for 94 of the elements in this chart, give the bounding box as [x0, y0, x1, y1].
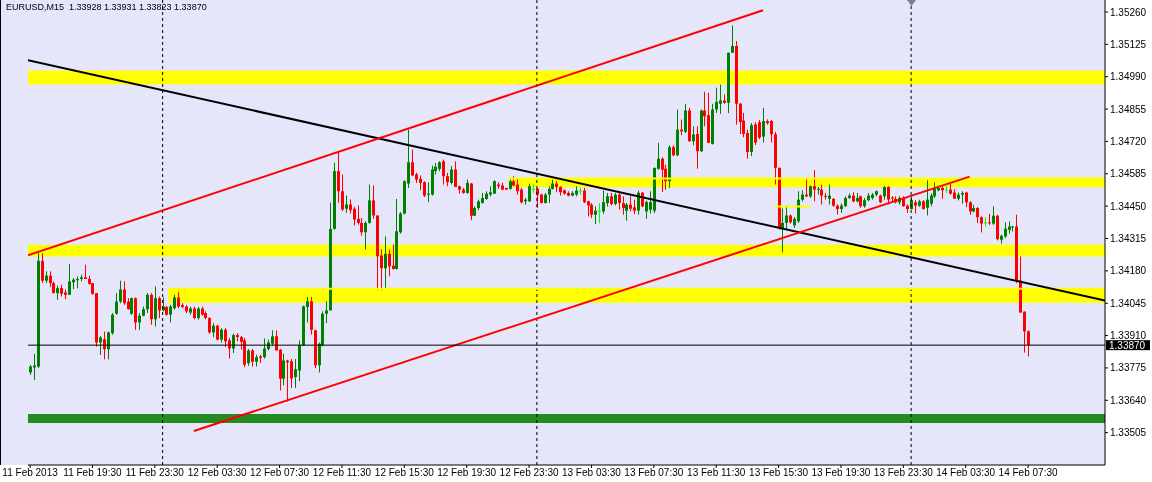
- y-tick-label: 1.35260: [1110, 6, 1147, 18]
- candlestick: [602, 190, 605, 215]
- candlestick: [282, 353, 285, 386]
- candlestick: [263, 337, 266, 360]
- candlestick: [384, 235, 387, 290]
- x-tick-label: 13 Feb 15:30: [749, 467, 809, 479]
- candlestick: [739, 102, 742, 135]
- x-tick-label: 11 Feb 23:30: [125, 467, 185, 479]
- y-tick-label: 1.33640: [1110, 394, 1147, 406]
- x-tick-label: 12 Feb 07:30: [250, 467, 310, 479]
- y-tick-label: 1.34585: [1110, 168, 1147, 180]
- x-tick-label: 14 Feb 07:30: [998, 467, 1058, 479]
- candlestick: [380, 249, 383, 291]
- y-tick-label: 1.34990: [1110, 71, 1147, 83]
- candlestick: [813, 169, 816, 202]
- candlestick: [99, 335, 102, 356]
- y-tick-label: 1.34045: [1110, 297, 1147, 309]
- candlestick: [115, 292, 118, 316]
- candlestick: [996, 214, 999, 241]
- candlestick: [758, 119, 761, 140]
- candlestick: [442, 159, 445, 186]
- y-tick-label: 1.34315: [1110, 233, 1147, 245]
- candlestick: [992, 205, 995, 226]
- candlestick: [692, 125, 695, 146]
- x-tick-label: 12 Feb 23:30: [499, 467, 559, 479]
- candlestick: [325, 300, 328, 324]
- candlestick: [286, 359, 289, 402]
- candlestick: [684, 103, 687, 134]
- candlestick: [119, 280, 122, 304]
- y-tick-label: 1.34450: [1110, 200, 1147, 212]
- candlestick: [598, 202, 601, 224]
- candlestick: [146, 292, 149, 314]
- candlestick: [618, 190, 621, 211]
- candlestick: [68, 263, 71, 296]
- y-tick-label: 1.34180: [1110, 265, 1147, 277]
- x-tick-label: 12 Feb 11:30: [312, 467, 372, 479]
- candlestick: [579, 186, 582, 196]
- candlestick: [392, 243, 395, 271]
- candlestick: [454, 160, 457, 188]
- candlestick: [154, 285, 157, 327]
- candlestick: [158, 296, 161, 319]
- candlestick: [762, 107, 765, 144]
- candlestick: [528, 183, 531, 203]
- candlestick: [754, 121, 757, 146]
- candlestick: [232, 333, 235, 354]
- candlestick: [353, 206, 356, 227]
- x-tick-label: 12 Feb 03:30: [187, 467, 248, 479]
- candlestick: [450, 165, 453, 186]
- x-tick-label: 12 Feb 19:30: [437, 467, 497, 479]
- candlestick: [645, 200, 648, 220]
- x-tick-label: 13 Feb 23:30: [873, 467, 934, 479]
- candlestick: [719, 84, 722, 115]
- candlestick: [715, 87, 718, 114]
- x-tick-label: 13 Feb 11:30: [687, 467, 746, 479]
- candlestick: [828, 184, 831, 205]
- candlestick: [984, 216, 987, 228]
- candlestick: [661, 156, 664, 193]
- chart-title: EURUSD,M15 1.33928 1.33931 1.33823 1.33870: [6, 2, 207, 13]
- candlestick: [770, 119, 773, 144]
- candlestick: [696, 125, 699, 170]
- y-tick-label: 1.34720: [1110, 135, 1147, 147]
- y-tick-label: 1.33910: [1110, 330, 1147, 342]
- y-tick-label: 1.33775: [1110, 362, 1147, 374]
- candlestick: [1027, 330, 1030, 357]
- candlestick: [372, 185, 375, 220]
- x-tick-label: 13 Feb 07:30: [624, 467, 684, 479]
- candlestick: [961, 190, 964, 205]
- candlestick: [411, 149, 414, 177]
- candlestick: [224, 327, 227, 348]
- x-tick-label: 11 Feb 2013: [2, 467, 59, 479]
- candlestick: [887, 185, 890, 205]
- x-tick-label: 11 Feb 19:30: [63, 467, 122, 479]
- candlestick: [731, 24, 734, 54]
- candlestick: [290, 358, 293, 389]
- candlestick: [337, 150, 340, 204]
- candlestick: [123, 280, 126, 306]
- y-tick-label: 1.35125: [1110, 38, 1147, 50]
- y-tick-label: 1.33505: [1110, 427, 1147, 439]
- candlestick: [103, 330, 106, 360]
- candlestick: [41, 252, 44, 284]
- candlestick: [781, 208, 784, 253]
- candlestick: [926, 179, 929, 216]
- candlestick: [622, 195, 625, 216]
- candlestick: [341, 173, 344, 212]
- ref-line-label: 1.33870: [1109, 339, 1146, 351]
- x-tick-label: 13 Feb 03:30: [561, 467, 622, 479]
- candlestick: [364, 220, 367, 251]
- y-tick-label: 1.34855: [1110, 103, 1147, 115]
- candlestick: [988, 213, 991, 226]
- x-tick-label: 12 Feb 15:30: [374, 467, 435, 479]
- candlestick: [388, 249, 391, 277]
- candlestick: [368, 184, 371, 225]
- x-tick-label: 13 Feb 19:30: [811, 467, 871, 479]
- x-tick-label: 14 Feb 03:30: [936, 467, 996, 479]
